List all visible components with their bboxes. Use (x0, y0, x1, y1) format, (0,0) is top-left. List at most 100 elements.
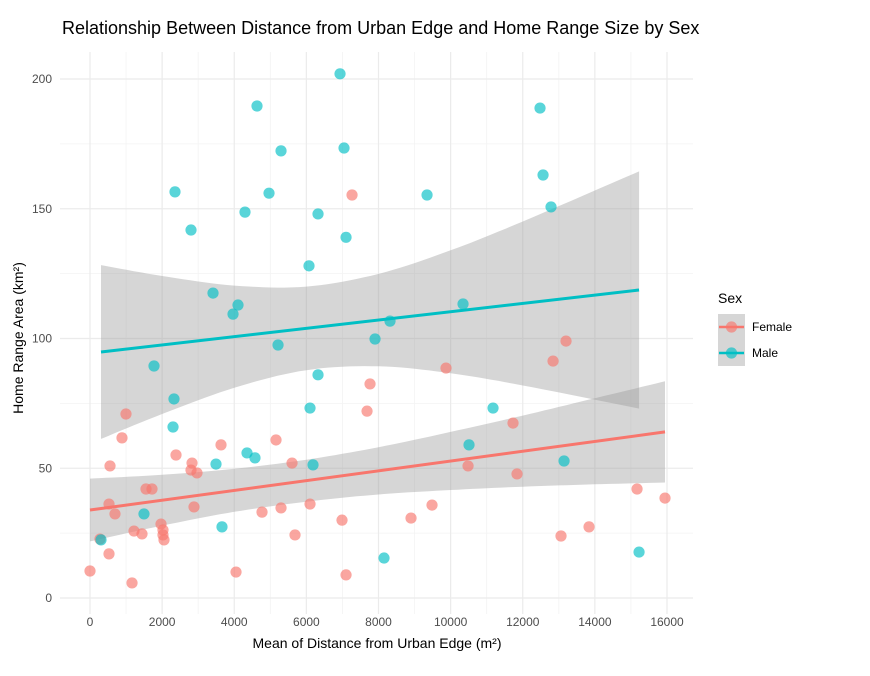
point-female (555, 530, 567, 542)
point-female (116, 432, 128, 444)
point-male (275, 145, 287, 157)
x-tick-label: 12000 (506, 615, 540, 629)
point-male (457, 298, 469, 310)
point-female (346, 189, 358, 201)
point-female (289, 529, 301, 541)
point-female (336, 514, 348, 526)
point-female (659, 492, 671, 504)
x-tick-label: 2000 (149, 615, 176, 629)
confidence-bands (90, 171, 665, 542)
x-tick-label: 16000 (650, 615, 684, 629)
point-male (537, 169, 549, 181)
point-male (169, 186, 181, 198)
point-male (239, 206, 251, 218)
point-female (286, 457, 298, 469)
point-male (251, 100, 263, 112)
point-female (511, 468, 523, 480)
point-female (560, 335, 572, 347)
x-tick-label: 8000 (365, 615, 392, 629)
x-tick-label: 10000 (434, 615, 468, 629)
y-tick-label: 50 (39, 461, 53, 475)
point-male (312, 208, 324, 220)
point-female (462, 460, 474, 472)
x-axis-label: Mean of Distance from Urban Edge (m²) (253, 635, 502, 651)
y-tick-label: 200 (32, 72, 52, 86)
x-tick-label: 0 (87, 615, 94, 629)
legend-label-male: Male (752, 346, 778, 360)
point-female (120, 408, 132, 420)
point-female (146, 483, 158, 495)
point-male (534, 102, 546, 114)
point-male (463, 439, 475, 451)
point-male (249, 452, 261, 464)
confidence-band-male (101, 171, 640, 439)
point-female (361, 405, 373, 417)
point-female (104, 460, 116, 472)
point-female (304, 498, 316, 510)
y-tick-label: 150 (32, 202, 52, 216)
legend-label-female: Female (752, 320, 792, 334)
point-female (158, 534, 170, 546)
point-male (168, 393, 180, 405)
point-male (185, 224, 197, 236)
point-male (338, 142, 350, 154)
axis-ticks: 0 2000 4000 6000 8000 10000 12000 14000 16000 0 50… (32, 72, 684, 629)
point-female (170, 449, 182, 461)
x-tick-label: 4000 (221, 615, 248, 629)
chart-title: Relationship Between Distance from Urban… (62, 18, 699, 38)
point-male (303, 260, 315, 272)
point-female (188, 501, 200, 513)
confidence-band-female (90, 381, 665, 542)
point-female (103, 548, 115, 560)
point-female (270, 434, 282, 446)
point-female (230, 566, 242, 578)
point-male (95, 534, 107, 546)
point-male (207, 287, 219, 299)
point-female (631, 483, 643, 495)
point-male (227, 308, 239, 320)
legend-point-female (725, 321, 738, 333)
point-male (558, 455, 570, 467)
point-male (216, 521, 228, 533)
point-female (426, 499, 438, 511)
point-male (378, 552, 390, 564)
point-female (84, 565, 96, 577)
point-female (507, 417, 519, 429)
point-male (232, 299, 244, 311)
legend-point-male (725, 347, 738, 359)
point-male (272, 339, 284, 351)
point-male (263, 187, 275, 199)
point-male (545, 201, 557, 213)
point-female (364, 378, 376, 390)
point-female (583, 521, 595, 533)
regression-lines (89, 288, 666, 512)
point-male (487, 402, 499, 414)
point-female (405, 512, 417, 524)
x-tick-label: 6000 (293, 615, 320, 629)
point-male (340, 231, 352, 243)
point-female (126, 577, 138, 589)
point-male (148, 360, 160, 372)
point-male (421, 189, 433, 201)
y-axis-label: Home Range Area (km²) (10, 262, 26, 414)
point-male (210, 458, 222, 470)
point-male (312, 369, 324, 381)
regression-line-male (100, 288, 640, 354)
point-male (138, 508, 150, 520)
point-female (256, 506, 268, 518)
point-male (304, 402, 316, 414)
point-male (334, 68, 346, 80)
point-female (340, 569, 352, 581)
point-male (633, 546, 645, 558)
point-female (440, 362, 452, 374)
point-male (167, 421, 179, 433)
y-tick-label: 0 (45, 591, 52, 605)
regression-line-female (89, 430, 666, 512)
point-female (136, 528, 148, 540)
point-female (191, 467, 203, 479)
point-male (307, 459, 319, 471)
legend-title: Sex (718, 290, 742, 306)
legend: Sex Female Male (718, 290, 792, 366)
point-female (215, 439, 227, 451)
